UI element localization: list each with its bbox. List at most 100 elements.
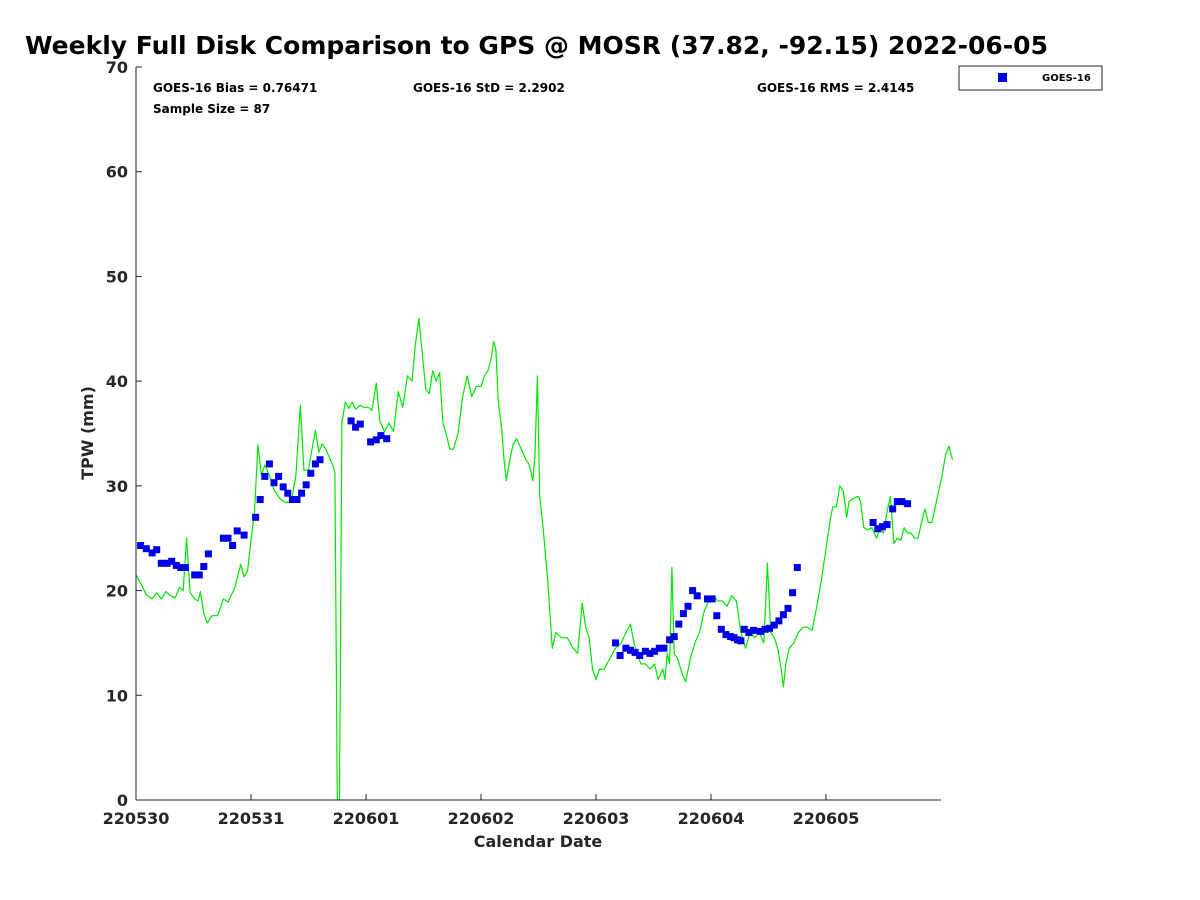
goes-data-point xyxy=(655,644,663,652)
goes-data-point xyxy=(270,479,278,487)
goes-data-point xyxy=(148,549,156,557)
goes-data-point xyxy=(377,432,385,440)
goes-data-point xyxy=(352,423,360,431)
goes-data-point xyxy=(708,595,716,603)
goes-data-point xyxy=(367,438,375,446)
goes-data-point xyxy=(740,625,748,633)
goes-data-point xyxy=(298,489,306,497)
goes-data-point xyxy=(302,481,310,489)
goes-data-point xyxy=(256,496,264,503)
x-tick-label: 220530 xyxy=(103,809,170,828)
x-tick-label: 220602 xyxy=(448,809,515,828)
goes-data-point xyxy=(670,633,678,641)
goes-data-point xyxy=(636,652,644,659)
goes-data-point xyxy=(311,460,319,468)
goes-data-point xyxy=(252,513,260,521)
goes-data-point xyxy=(200,563,208,570)
y-tick-label: 70 xyxy=(106,58,128,77)
goes-data-point xyxy=(288,496,296,503)
goes-data-point xyxy=(717,625,725,633)
y-tick-label: 30 xyxy=(106,477,128,496)
goes-data-point xyxy=(761,625,769,633)
goes-data-point xyxy=(904,500,912,508)
goes-data-point xyxy=(756,627,764,635)
goes-data-point xyxy=(898,498,906,506)
goes-data-point xyxy=(181,564,189,571)
goes-data-point xyxy=(316,456,324,464)
goes-data-point xyxy=(229,542,237,549)
goes-points-layer xyxy=(137,417,912,659)
goes-data-point xyxy=(883,521,891,529)
goes-data-point xyxy=(689,587,697,595)
goes-data-point xyxy=(793,564,801,571)
goes-data-point xyxy=(219,534,227,542)
goes-data-point xyxy=(889,505,897,513)
goes-data-point xyxy=(646,649,654,657)
x-ticks: 220530 220531 220601 220602 220603 220604 2206… xyxy=(103,794,860,828)
y-tick-label: 0 xyxy=(117,791,128,810)
goes-data-point xyxy=(893,498,901,506)
bias-stat: GOES-16 Bias = 0.76471 xyxy=(153,81,317,95)
x-tick-label: 220601 xyxy=(333,809,400,828)
goes-data-point xyxy=(878,523,886,531)
goes-data-point xyxy=(275,472,283,480)
goes-data-point xyxy=(224,534,232,542)
y-tick-label: 50 xyxy=(106,267,128,286)
goes-data-point xyxy=(261,472,269,480)
goes-data-point xyxy=(704,595,711,603)
chart-title: Weekly Full Disk Comparison to GPS @ MOS… xyxy=(25,31,1048,60)
goes-data-point xyxy=(265,460,273,468)
goes-data-point xyxy=(750,626,757,634)
y-axis-label: TPW (mm) xyxy=(78,386,97,480)
goes-data-point xyxy=(372,436,380,444)
goes-data-point xyxy=(679,610,687,618)
goes-data-point xyxy=(233,527,241,535)
stats-annotations: GOES-16 Bias = 0.76471 GOES-16 StD = 2.2… xyxy=(153,81,914,116)
goes-data-point xyxy=(770,621,778,629)
goes-data-point xyxy=(177,564,185,571)
goes-data-point xyxy=(713,612,721,620)
goes-data-point xyxy=(307,469,315,477)
goes-data-point xyxy=(137,542,145,549)
goes-data-point xyxy=(869,519,877,526)
goes-data-point xyxy=(675,620,683,628)
goes-data-point xyxy=(612,639,619,647)
goes-data-point xyxy=(737,637,745,645)
goes-data-point xyxy=(789,589,797,597)
goes-data-point xyxy=(627,646,634,654)
goes-data-point xyxy=(204,550,212,558)
y-tick-label: 40 xyxy=(106,372,128,391)
goes-data-point xyxy=(641,647,649,655)
goes-data-point xyxy=(631,648,639,656)
goes-data-point xyxy=(195,571,203,579)
legend: GOES-16 xyxy=(958,65,1103,91)
goes-data-point xyxy=(722,631,730,639)
goes-data-point xyxy=(356,420,364,428)
y-ticks: 0 10 20 30 40 50 60 70 xyxy=(106,58,142,810)
legend-goes-label: GOES-16 xyxy=(1042,73,1091,84)
goes-data-point xyxy=(168,557,176,565)
legend-goes-marker xyxy=(998,73,1007,82)
goes-data-point xyxy=(684,602,692,610)
x-tick-label: 220604 xyxy=(678,809,745,828)
goes-data-point xyxy=(279,483,287,491)
goes-data-point xyxy=(293,496,301,503)
x-axis-label: Calendar Date xyxy=(474,832,603,851)
goes-data-point xyxy=(784,604,792,612)
x-tick-label: 220605 xyxy=(793,809,860,828)
sample-size-stat: Sample Size = 87 xyxy=(153,102,270,116)
goes-data-point xyxy=(775,617,783,625)
goes-data-point xyxy=(153,546,161,554)
x-tick-label: 220603 xyxy=(563,809,630,828)
goes-data-point xyxy=(240,531,248,539)
goes-data-point xyxy=(766,624,774,632)
goes-data-point xyxy=(874,525,882,533)
goes-data-point xyxy=(616,652,624,659)
goes-data-point xyxy=(651,647,659,655)
goes-data-point xyxy=(163,559,171,567)
goes-data-point xyxy=(666,636,674,644)
goes-data-point xyxy=(142,545,150,553)
y-tick-label: 20 xyxy=(106,582,128,601)
legend-box xyxy=(958,65,1103,91)
goes-data-point xyxy=(157,559,165,567)
